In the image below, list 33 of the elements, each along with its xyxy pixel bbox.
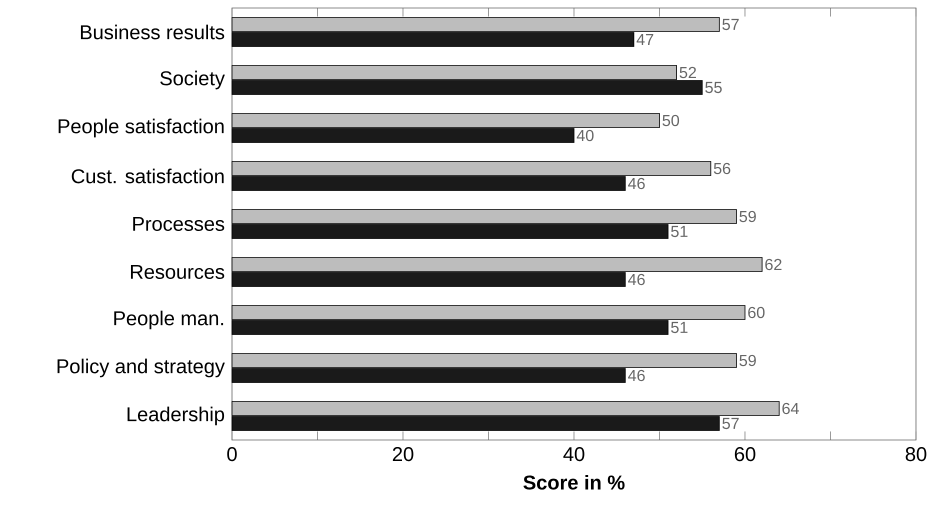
y-tick-label: People satisfaction — [58, 118, 224, 138]
data-label: 46 — [628, 370, 645, 382]
x-axis-title: Score in % — [523, 474, 625, 490]
x-tick-label: 80 — [906, 447, 926, 462]
data-label: 57 — [722, 18, 739, 30]
y-tick-label: Leadership — [128, 406, 224, 426]
y-tick-label: Policy and strategy — [58, 358, 225, 378]
y-tick-label: Cust. satisfaction — [72, 168, 224, 184]
y-tick-label: Resources — [130, 265, 224, 279]
data-label: 51 — [671, 322, 688, 334]
data-label: 59 — [739, 210, 756, 222]
data-label: 64 — [782, 402, 799, 414]
x-tick-label: 40 — [563, 447, 584, 462]
data-label: 59 — [739, 354, 756, 366]
y-tick-label: Business results — [80, 24, 224, 40]
data-label: 62 — [765, 258, 782, 270]
data-label: 56 — [714, 162, 730, 174]
data-label: 51 — [671, 226, 688, 238]
x-tick-label: 0 — [227, 447, 237, 462]
data-label: 40 — [576, 130, 594, 142]
data-label: 57 — [722, 418, 739, 430]
y-tick-label: People man. — [114, 310, 224, 330]
y-tick-label: Processes — [133, 217, 224, 231]
data-label: 60 — [748, 306, 765, 318]
x-tick-label: 20 — [392, 447, 414, 462]
data-label: 50 — [662, 114, 680, 126]
data-label: 46 — [628, 274, 645, 286]
data-label: 46 — [628, 178, 645, 190]
data-label: 52 — [680, 66, 696, 78]
x-tick-label: 60 — [734, 447, 756, 462]
data-label: 55 — [705, 82, 722, 94]
data-label: 47 — [636, 34, 654, 46]
y-tick-label: Society — [160, 70, 225, 90]
